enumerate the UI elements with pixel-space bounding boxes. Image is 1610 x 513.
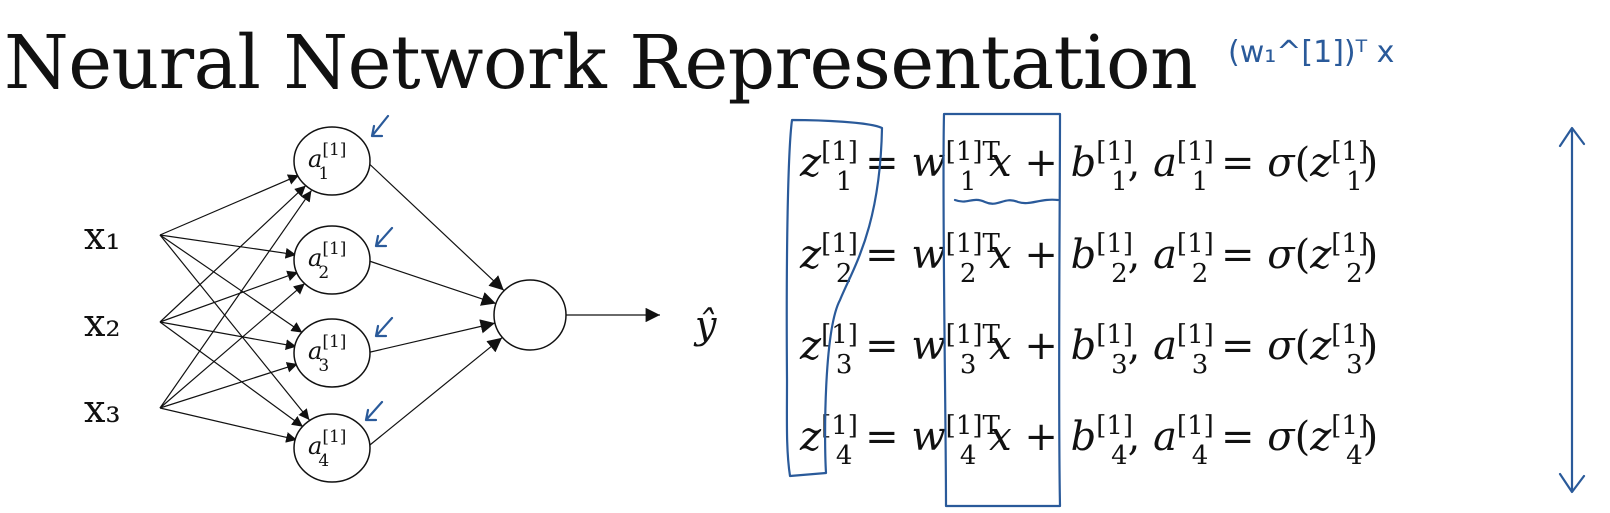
network-edges bbox=[159, 160, 660, 449]
edge-x2-a2 bbox=[159, 270, 299, 323]
input-label-1: x₁ bbox=[84, 214, 121, 258]
z-term: z[1]2 bbox=[800, 229, 858, 289]
equals-sign: = bbox=[852, 232, 912, 278]
edge-x1-a1 bbox=[159, 174, 300, 236]
edge-x3-a2 bbox=[159, 283, 306, 409]
edge-x2-a1 bbox=[159, 185, 307, 323]
right-paren: ) bbox=[1362, 140, 1379, 186]
input-label-2: x₂ bbox=[84, 301, 121, 345]
hidden-node-2 bbox=[293, 225, 371, 295]
left-paren: ( bbox=[1294, 232, 1311, 278]
right-vertical-arrow bbox=[1558, 126, 1586, 494]
transpose-note: (w₁^[1])ᵀ x bbox=[1228, 35, 1394, 70]
a-term: a[1]2 bbox=[1153, 229, 1214, 289]
edge-x2-a4 bbox=[159, 321, 304, 428]
network-nodes bbox=[293, 126, 567, 483]
edge-a4-out bbox=[365, 337, 503, 449]
edge-x3-a1 bbox=[159, 190, 312, 409]
equation-row-2: z[1]2 = w[1]T2 x + b[1]2, a[1]2 = σ(z[1]… bbox=[800, 229, 1379, 312]
plus-sign: + bbox=[1011, 323, 1071, 369]
right-paren: ) bbox=[1362, 323, 1379, 369]
b-term: b[1]3 bbox=[1070, 320, 1134, 380]
equation-row-1: z[1]1 = w[1]T1 x + b[1]1, a[1]1 = σ(z[1]… bbox=[800, 137, 1379, 220]
edge-x1-a4 bbox=[159, 234, 310, 421]
comma: , bbox=[1127, 232, 1154, 278]
edge-x3-a3 bbox=[159, 362, 298, 409]
a-term: a[1]4 bbox=[1153, 411, 1214, 471]
z-term: z[1]4 bbox=[800, 411, 858, 471]
edge-x1-a3 bbox=[159, 234, 303, 334]
sigma: σ bbox=[1267, 232, 1295, 278]
edge-a2-out bbox=[366, 259, 497, 306]
edge-x3-a4 bbox=[159, 407, 298, 443]
z-arg: z[1]2 bbox=[1310, 229, 1369, 289]
equation-row-4: z[1]4 = w[1]T4 x + b[1]4, a[1]4 = σ(z[1]… bbox=[800, 411, 1379, 494]
z-arg: z[1]4 bbox=[1310, 411, 1369, 471]
edge-a3-out bbox=[366, 319, 496, 354]
hidden-node-label-2: a[1] 2 bbox=[308, 239, 346, 283]
sigma: σ bbox=[1267, 323, 1295, 369]
edge-a1-out bbox=[365, 160, 505, 291]
a-term: a[1]1 bbox=[1153, 137, 1214, 197]
sigma: σ bbox=[1267, 140, 1295, 186]
hidden-node-label-3: a[1] 3 bbox=[308, 332, 346, 376]
z-arg: z[1]3 bbox=[1310, 320, 1369, 380]
output-node bbox=[493, 279, 567, 351]
edge-x1-a2 bbox=[159, 234, 297, 259]
equals-sign: = bbox=[852, 323, 912, 369]
w-term: w[1]T3 bbox=[911, 320, 1000, 380]
comma: , bbox=[1127, 414, 1154, 460]
z-term: z[1]1 bbox=[800, 137, 858, 197]
slide-title: Neural Network Representation bbox=[4, 20, 1198, 106]
comma: , bbox=[1127, 323, 1154, 369]
comma: , bbox=[1127, 140, 1154, 186]
hidden-node-1 bbox=[293, 126, 371, 196]
equals-sign: = bbox=[1208, 140, 1268, 186]
equals-sign: = bbox=[1208, 232, 1268, 278]
hidden-node-label-1: a[1] 1 bbox=[308, 140, 346, 184]
equals-sign: = bbox=[1208, 323, 1268, 369]
right-paren: ) bbox=[1362, 414, 1379, 460]
b-term: b[1]2 bbox=[1070, 229, 1134, 289]
input-label-3: x₃ bbox=[84, 387, 121, 431]
plus-sign: + bbox=[1011, 232, 1071, 278]
b-term: b[1]1 bbox=[1070, 137, 1134, 197]
network-labels: a[1] 1 a[1] 2 a[1] 3 a[1] 4 x₁ x₂ x₃ ŷ bbox=[84, 140, 717, 471]
w-term: w[1]T2 bbox=[911, 229, 1000, 289]
neural-network-diagram: a[1] 1 a[1] 2 a[1] 3 a[1] 4 x₁ x₂ x₃ ŷ bbox=[84, 126, 717, 483]
z-term: z[1]3 bbox=[800, 320, 858, 380]
hidden-node-4 bbox=[293, 413, 371, 483]
left-paren: ( bbox=[1294, 140, 1311, 186]
equation-row-3: z[1]3 = w[1]T3 x + b[1]3, a[1]3 = σ(z[1]… bbox=[800, 320, 1379, 403]
left-paren: ( bbox=[1294, 414, 1311, 460]
hidden-node-label-4: a[1] 4 bbox=[308, 427, 346, 471]
sigma: σ bbox=[1267, 414, 1295, 460]
right-paren: ) bbox=[1362, 232, 1379, 278]
hidden-node-3 bbox=[293, 318, 371, 388]
left-paren: ( bbox=[1294, 323, 1311, 369]
plus-sign: + bbox=[1011, 140, 1071, 186]
equals-sign: = bbox=[1208, 414, 1268, 460]
equals-sign: = bbox=[852, 140, 912, 186]
equals-sign: = bbox=[852, 414, 912, 460]
z-arg: z[1]1 bbox=[1310, 137, 1369, 197]
output-label: ŷ bbox=[693, 303, 717, 347]
w-term: w[1]T4 bbox=[911, 411, 1000, 471]
edge-x2-a3 bbox=[159, 321, 297, 351]
a-term: a[1]3 bbox=[1153, 320, 1214, 380]
w-term: w[1]T1 bbox=[911, 137, 1000, 197]
plus-sign: + bbox=[1011, 414, 1071, 460]
b-term: b[1]4 bbox=[1070, 411, 1134, 471]
